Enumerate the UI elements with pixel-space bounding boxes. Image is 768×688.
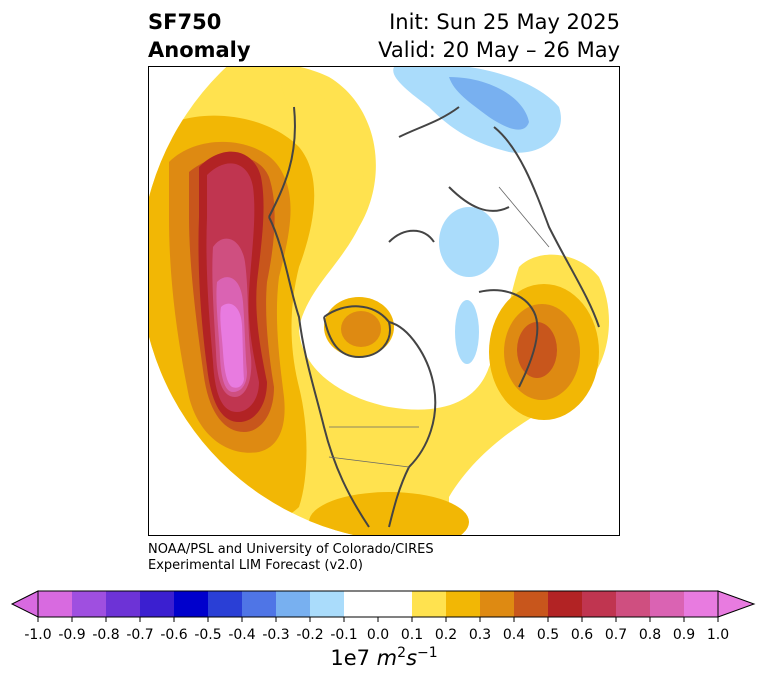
colorbar-under-arrow	[10, 590, 39, 618]
pacific-contour-0.9	[220, 303, 244, 388]
colorbar-tick-label: -0.6	[160, 627, 188, 643]
credit-text: NOAA/PSL and University of Colorado/CIRE…	[148, 542, 434, 574]
colorbar-tick-label: -1.0	[24, 627, 52, 643]
colorbar-cell	[38, 591, 73, 617]
coastlines	[268, 106, 600, 528]
colorbar-tick-label: 0.9	[672, 627, 696, 643]
scandinavia-coast	[448, 186, 510, 212]
colorbar-cell	[548, 591, 583, 617]
units-m: m	[376, 646, 398, 670]
us-state-lines	[328, 456, 410, 468]
colorbar-units: 1e7 m2s−1	[330, 645, 437, 670]
colorbar-tick-label: 0.2	[434, 627, 458, 643]
init-date: Init: Sun 25 May 2025	[389, 10, 620, 34]
colorbar-cell	[446, 591, 481, 617]
anomaly-field	[149, 67, 619, 535]
colorbar-cell	[208, 591, 243, 617]
colorbar-tick-label: -0.7	[126, 627, 154, 643]
colorbar-cell	[378, 591, 413, 617]
arctic-coast	[398, 106, 460, 138]
colorbar-cell	[480, 591, 515, 617]
colorbar-cells	[38, 591, 719, 617]
colorbar-tick-label: 1.0	[706, 627, 730, 643]
map-panel	[148, 66, 620, 536]
atlantic-negative	[455, 300, 479, 364]
colorbar-cell	[310, 591, 345, 617]
hudson-bay-coast	[323, 305, 391, 359]
siberia-contour-neg-0.2	[449, 77, 529, 130]
valid-range: Valid: 20 May – 26 May	[378, 38, 620, 62]
colorbar-tick-label: 0.8	[638, 627, 662, 643]
anomaly-map	[149, 67, 619, 535]
na-east-coast	[388, 321, 437, 528]
arctic-islands	[388, 229, 435, 243]
alaska-coast	[268, 106, 296, 218]
units-sup-1: 2	[397, 645, 407, 661]
title-right: Init: Sun 25 May 2025 Valid: 20 May – 26…	[378, 8, 620, 64]
colorbar-cell	[514, 591, 549, 617]
colorbar-tick-label: 0.6	[570, 627, 594, 643]
colorbar-tick-label: 0.5	[536, 627, 560, 643]
colorbar-cell	[412, 591, 447, 617]
mexico-positive	[309, 492, 469, 535]
colorbar-ticks	[37, 617, 719, 622]
eurasia-coast	[493, 126, 600, 328]
europe-contour-0.4	[517, 322, 557, 378]
colorbar-cell	[72, 591, 107, 617]
asia-border	[498, 186, 550, 248]
colorbar-tick-label: 0.7	[604, 627, 628, 643]
colorbar-cell	[582, 591, 617, 617]
colorbar-tick-label: 0.0	[366, 627, 390, 643]
europe-coast	[478, 289, 539, 388]
colorbar-cell	[344, 591, 379, 617]
colorbar-cell	[106, 591, 141, 617]
colorbar-tick-label: 0.4	[502, 627, 526, 643]
colorbar-cell	[650, 591, 685, 617]
colorbar-over-arrow	[717, 590, 756, 618]
colorbar-tick-label: -0.3	[262, 627, 290, 643]
colorbar-cell	[174, 591, 209, 617]
units-prefix: 1e7	[330, 646, 377, 670]
colorbar-cell	[276, 591, 311, 617]
colorbar-tick-label: 0.1	[400, 627, 424, 643]
colorbar-cell	[140, 591, 175, 617]
credit-line-1: NOAA/PSL and University of Colorado/CIRE…	[148, 542, 434, 557]
hudson-contour-0.3	[341, 311, 381, 347]
borders	[328, 186, 550, 468]
anomaly-title: Anomaly	[148, 38, 251, 62]
units-sup-2: −1	[417, 645, 438, 661]
variable-title: SF750	[148, 10, 222, 34]
colorbar-cell	[616, 591, 651, 617]
na-west-coast	[268, 216, 370, 528]
siberia-contour-neg-0.1	[393, 67, 561, 153]
units-s: s	[406, 646, 418, 670]
credit-line-2: Experimental LIM Forecast (v2.0)	[148, 558, 363, 573]
colorbar-tick-label: -0.1	[330, 627, 358, 643]
asia-negative	[439, 207, 499, 277]
colorbar-cell	[684, 591, 719, 617]
title-left: SF750 Anomaly	[148, 8, 251, 64]
colorbar-cell	[242, 591, 277, 617]
colorbar-tick-label: 0.3	[468, 627, 492, 643]
colorbar-tick-label: -0.9	[58, 627, 86, 643]
colorbar-tick-label: -0.2	[296, 627, 324, 643]
colorbar-tick-label: -0.5	[194, 627, 222, 643]
colorbar-tick-label: -0.4	[228, 627, 256, 643]
colorbar	[10, 590, 756, 622]
siberia-positive	[279, 67, 364, 180]
colorbar-tick-label: -0.8	[92, 627, 120, 643]
